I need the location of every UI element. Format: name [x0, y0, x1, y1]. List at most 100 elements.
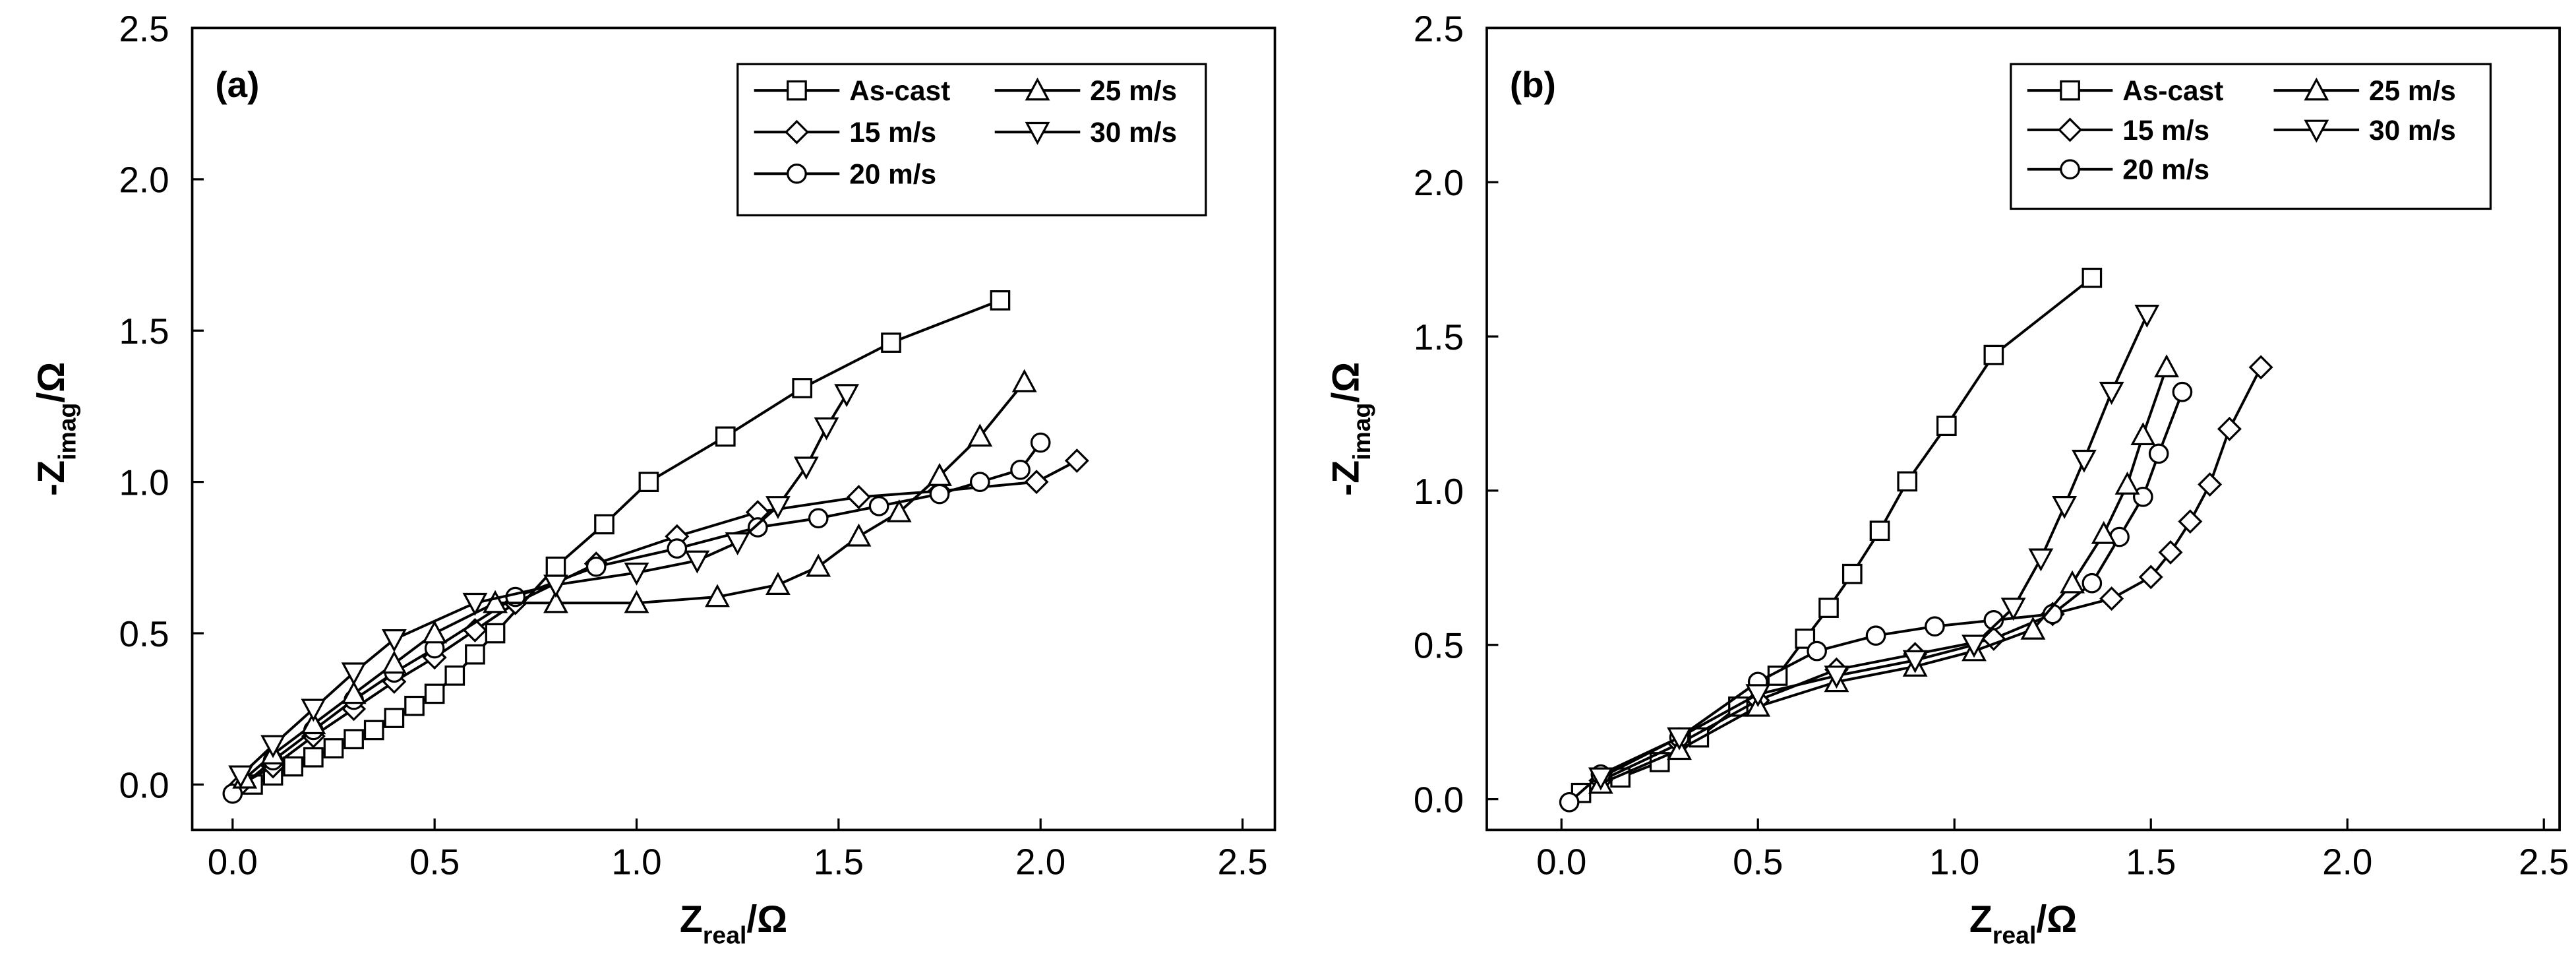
marker [787, 80, 807, 101]
marker [784, 119, 809, 144]
marker [1842, 563, 1863, 584]
marker [1667, 727, 1692, 751]
marker [1962, 634, 1987, 658]
y-tick-label: 2.5 [1414, 8, 1464, 49]
series-line [1600, 314, 2149, 779]
marker [2082, 572, 2103, 594]
y-axis-label: -Zimag/Ω [30, 362, 80, 496]
marker [1010, 460, 1031, 480]
marker [2130, 422, 2156, 446]
marker [846, 523, 872, 547]
marker [545, 556, 566, 577]
marker [2060, 159, 2080, 180]
marker [543, 574, 568, 598]
x-tick-label: 0.5 [409, 842, 460, 882]
marker [381, 650, 407, 674]
x-axis-label: Zreal/Ω [1969, 898, 2077, 948]
y-tick-label: 2.0 [119, 160, 169, 201]
legend-label: 20 m/s [2122, 154, 2209, 185]
y-tick-label: 0.0 [119, 764, 169, 805]
marker [2138, 565, 2163, 590]
marker [2082, 267, 2103, 288]
series-line [252, 299, 1001, 786]
plot-frame [1485, 26, 2561, 832]
x-axis-label-part: real [1992, 921, 2036, 948]
marker [1807, 640, 1827, 662]
marker [2091, 520, 2116, 544]
legend-label: 25 m/s [1090, 75, 1177, 106]
marker [1818, 598, 1839, 618]
marker [1011, 369, 1037, 392]
marker [344, 729, 364, 750]
y-tick-label: 0.5 [119, 613, 169, 654]
x-tick-label: 2.0 [2322, 842, 2372, 882]
legend-label: 25 m/s [2369, 75, 2456, 106]
marker [2154, 354, 2179, 378]
y-tick-label: 1.5 [1414, 317, 1464, 357]
marker [765, 496, 791, 519]
marker [485, 623, 506, 644]
y-tick-label: 2.5 [119, 8, 169, 49]
y-axis-label-part: /Ω [1325, 362, 1367, 403]
y-tick-label: 0.5 [1414, 625, 1464, 666]
y-axis-label-part: -Z [30, 460, 73, 496]
marker [725, 532, 750, 556]
legend-label: 20 m/s [849, 158, 936, 189]
marker [404, 695, 425, 716]
x-tick-label: 1.5 [2126, 842, 2176, 882]
marker [1824, 665, 1849, 689]
x-axis-label: Zreal/Ω [680, 898, 787, 948]
marker [341, 681, 367, 704]
marker [967, 423, 993, 447]
series-line [1600, 367, 2168, 786]
marker [787, 164, 807, 184]
marker [2304, 77, 2329, 101]
x-axis-label-part: /Ω [2036, 898, 2077, 941]
marker [1064, 449, 1089, 474]
marker [624, 563, 649, 586]
marker [2198, 472, 2223, 497]
marker [2114, 471, 2140, 495]
chart-panel: 0.0 0.5 1.0 1.5 2.0 2.5 0.0 0.5 1.0 1.5 2.0 2.5 Zrea… [30, 8, 1276, 948]
x-axis-label-part: real [703, 921, 746, 948]
y-tick-label: 1.0 [1414, 471, 1464, 512]
marker [341, 662, 367, 686]
legend-box [2010, 63, 2492, 210]
marker [1981, 626, 2006, 651]
series-line [239, 393, 848, 777]
marker [384, 708, 405, 728]
x-axis-label-part: /Ω [746, 898, 787, 941]
marker [1030, 432, 1051, 453]
marker [1983, 610, 2004, 631]
marker [1025, 121, 1050, 145]
x-tick-label: 1.0 [1929, 842, 1979, 882]
marker [1024, 470, 1049, 495]
marker [594, 514, 614, 535]
marker [2148, 443, 2169, 464]
marker [806, 553, 831, 577]
marker [638, 472, 659, 493]
marker [1745, 684, 1771, 708]
marker [715, 426, 736, 447]
marker [543, 590, 568, 613]
marker [2134, 305, 2160, 328]
panel-label: (b) [1510, 64, 1556, 105]
marker [2178, 509, 2203, 534]
x-tick-label: 2.5 [1217, 842, 1267, 882]
marker [747, 517, 768, 538]
marker [2028, 548, 2054, 572]
marker [846, 485, 871, 510]
marker [667, 538, 688, 559]
marker [2248, 355, 2273, 380]
x-tick-label: 0.5 [1733, 842, 1783, 882]
marker [422, 620, 448, 644]
marker [2099, 381, 2124, 405]
x-tick-label: 2.5 [2519, 842, 2569, 882]
marker [323, 738, 344, 758]
marker [808, 508, 829, 529]
series-line [231, 441, 1042, 795]
marker [363, 720, 384, 741]
y-axis-label-part: imag [53, 403, 81, 460]
marker [1897, 471, 1918, 492]
